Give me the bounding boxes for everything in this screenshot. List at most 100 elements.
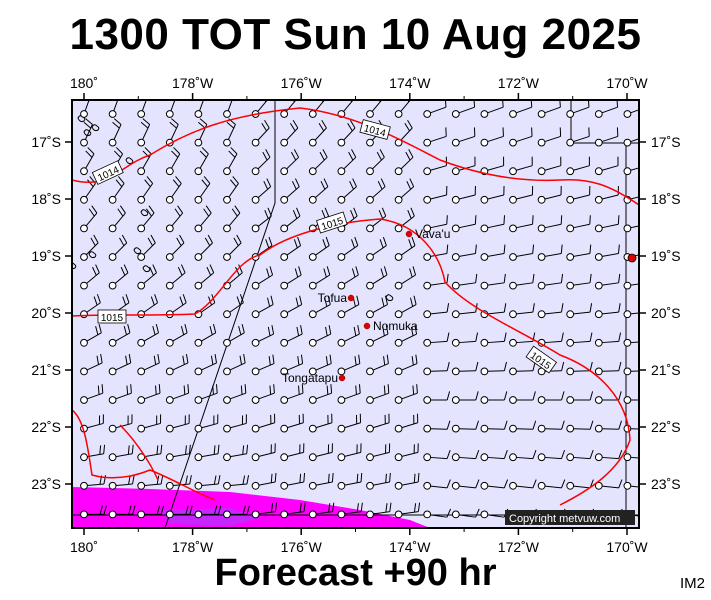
wind-barb: [594, 244, 620, 261]
lat-label-right: 18˚S: [651, 191, 681, 207]
wind-barb: [194, 205, 212, 233]
wind-barb: [394, 149, 414, 176]
wind-barb: [509, 185, 534, 204]
lat-label-right: 22˚S: [651, 419, 681, 435]
lat-label-left: 18˚S: [31, 191, 61, 207]
wind-barb: [480, 100, 504, 118]
wind-barb: [566, 391, 594, 404]
wind-barb: [223, 505, 250, 519]
wind-barb: [566, 449, 594, 462]
wind-barb: [480, 185, 505, 204]
wind-barb: [394, 384, 418, 404]
wind-barb: [566, 332, 593, 347]
island-outline: [140, 209, 149, 217]
wind-barb: [566, 244, 592, 261]
wind-barb: [80, 475, 107, 490]
wind-barb: [165, 176, 182, 204]
wind-barb: [108, 323, 131, 347]
wind-barb: [394, 354, 418, 376]
wind-barb: [80, 100, 90, 118]
place-marker: Vava'u: [405, 227, 450, 241]
wind-barb: [194, 323, 217, 347]
wind-barb: [537, 215, 563, 233]
wind-barb: [566, 420, 594, 433]
rain-core: [160, 508, 260, 526]
wind-barb: [509, 420, 537, 433]
wind-barb: [394, 207, 415, 233]
wind-barb: [223, 475, 250, 490]
island-outline: [125, 157, 134, 165]
wind-barb: [423, 244, 449, 261]
isobar-1016b: [119, 424, 159, 481]
wind-barb: [337, 502, 363, 519]
wind-barb: [251, 502, 278, 519]
wind-barb: [366, 325, 389, 347]
wind-barb: [451, 508, 480, 519]
wind-barb: [137, 205, 155, 233]
wind-barb: [137, 323, 160, 347]
wind-barb: [594, 215, 620, 233]
wind-barb: [594, 127, 619, 147]
wind-barb: [509, 449, 537, 462]
wind-barb: [251, 413, 276, 433]
wind-barb: [80, 264, 100, 290]
wind-barb: [423, 332, 450, 347]
copyright-text: Copyright metvuw.com: [509, 513, 620, 525]
wind-barb: [308, 502, 335, 519]
edge-marker: [627, 253, 637, 263]
lon-label-bottom: 180˚: [70, 539, 98, 555]
wind-barb: [566, 215, 591, 233]
wind-barb: [537, 127, 562, 147]
wind-barb: [423, 361, 450, 376]
svg-text:1015: 1015: [101, 313, 124, 324]
wind-barb: [108, 353, 132, 376]
wind-barb: [80, 384, 104, 404]
wind-barb: [137, 414, 162, 433]
wind-barb: [337, 443, 362, 462]
wind-barb: [623, 367, 639, 376]
wind-barb: [480, 508, 509, 519]
lon-label-bottom: 174˚W: [389, 539, 431, 555]
lon-label-top: 180˚: [70, 75, 98, 91]
isobar-label: 1015: [97, 309, 127, 324]
wind-barb: [366, 502, 392, 519]
wind-barb: [280, 443, 305, 462]
place-marker: Nomuka: [363, 319, 418, 333]
wind-barb: [80, 444, 106, 462]
wind-barb: [251, 443, 276, 462]
wind-barb: [251, 178, 272, 204]
wind-barb: [223, 147, 238, 176]
wind-barb: [537, 273, 564, 290]
wind-barb: [280, 472, 306, 490]
wind-barb: [251, 472, 277, 490]
map-title: 1300 TOT Sun 10 Aug 2025: [69, 10, 642, 59]
wind-barb: [194, 234, 213, 261]
wind-barb: [137, 176, 154, 204]
wind-barb: [451, 127, 476, 147]
isobar-1015: [72, 218, 631, 506]
wind-barb: [165, 147, 181, 176]
wind-barb: [509, 244, 535, 261]
places: Vava'u Tofua Nomuka Tongatapu: [282, 227, 637, 385]
wind-barb: [337, 149, 357, 176]
wind-barb: [280, 236, 302, 261]
wind-barb: [451, 156, 476, 176]
wind-barb: [423, 215, 448, 233]
wind-barb: [137, 118, 151, 147]
wind-barb: [509, 303, 535, 319]
isobar-1016: [72, 409, 216, 501]
wind-barb: [366, 472, 391, 490]
wind-barb: [165, 384, 190, 404]
wind-barb: [451, 391, 479, 404]
island-outline: [77, 115, 86, 123]
wind-barb: [594, 156, 619, 176]
wind-barb: [308, 384, 333, 404]
wind-barb: [337, 266, 359, 290]
wind-barb: [451, 420, 479, 433]
place-label: Vava'u: [415, 227, 450, 241]
axis-ticks: 180˚ 180˚ 178˚W 178˚W 176˚W 176˚W 174˚W 174˚W 17…: [31, 75, 680, 555]
lon-label-bottom: 176˚W: [281, 539, 323, 555]
wind-barb: [165, 505, 193, 519]
wind-barb: [509, 332, 536, 347]
